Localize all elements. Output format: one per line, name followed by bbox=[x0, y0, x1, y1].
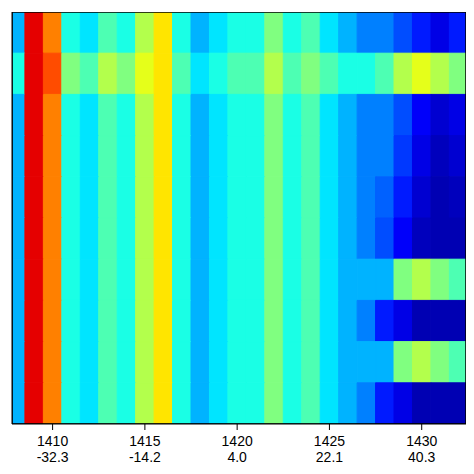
svg-text:142522.1: 142522.1 bbox=[314, 433, 345, 465]
svg-text:1415-14.2: 1415-14.2 bbox=[129, 433, 161, 465]
svg-text:143040.3: 143040.3 bbox=[406, 433, 437, 465]
svg-text:14204.0: 14204.0 bbox=[222, 433, 253, 465]
svg-text:1410-32.3: 1410-32.3 bbox=[37, 433, 69, 465]
